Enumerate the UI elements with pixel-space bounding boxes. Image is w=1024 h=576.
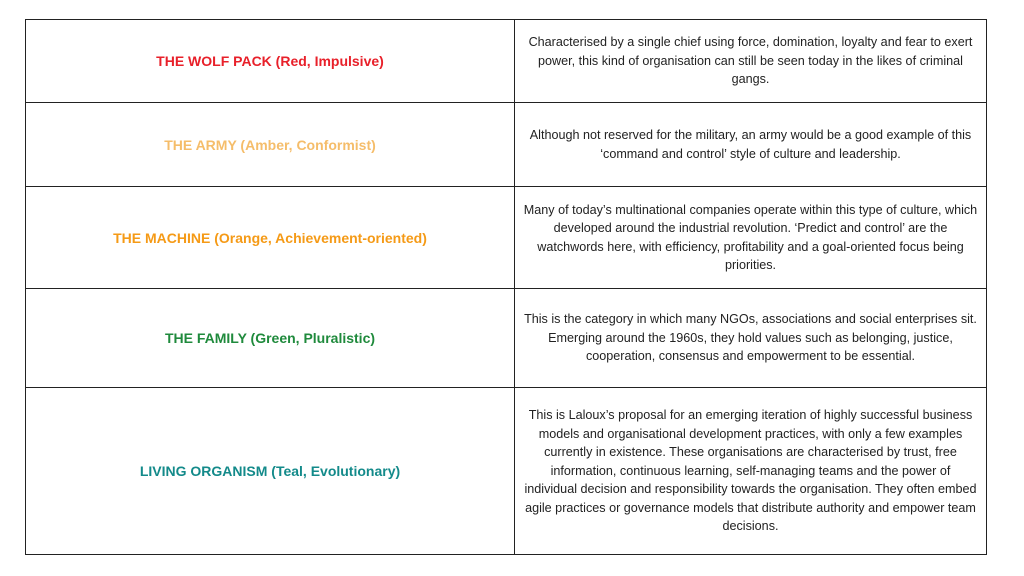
culture-name: LIVING ORGANISM (Teal, Evolutionary) — [25, 387, 515, 555]
culture-description: Characterised by a single chief using fo… — [514, 19, 987, 103]
table-row: THE WOLF PACK (Red, Impulsive) Characteri… — [25, 19, 987, 103]
table-row: LIVING ORGANISM (Teal, Evolutionary) This… — [25, 387, 987, 555]
culture-name: THE MACHINE (Orange, Achievement-oriente… — [25, 186, 515, 289]
culture-table: THE WOLF PACK (Red, Impulsive) Characteri… — [25, 19, 987, 555]
culture-description: This is Laloux’s proposal for an emergin… — [514, 387, 987, 555]
culture-name: THE ARMY (Amber, Conformist) — [25, 102, 515, 187]
culture-description: Although not reserved for the military, … — [514, 102, 987, 187]
table-row: THE ARMY (Amber, Conformist) Although not… — [25, 102, 987, 187]
culture-description: This is the category in which many NGOs,… — [514, 288, 987, 388]
table-row: THE FAMILY (Green, Pluralistic) This is t… — [25, 288, 987, 388]
culture-name: THE FAMILY (Green, Pluralistic) — [25, 288, 515, 388]
culture-description: Many of today’s multinational companies … — [514, 186, 987, 289]
table-row: THE MACHINE (Orange, Achievement-oriente… — [25, 186, 987, 289]
culture-name: THE WOLF PACK (Red, Impulsive) — [25, 19, 515, 103]
